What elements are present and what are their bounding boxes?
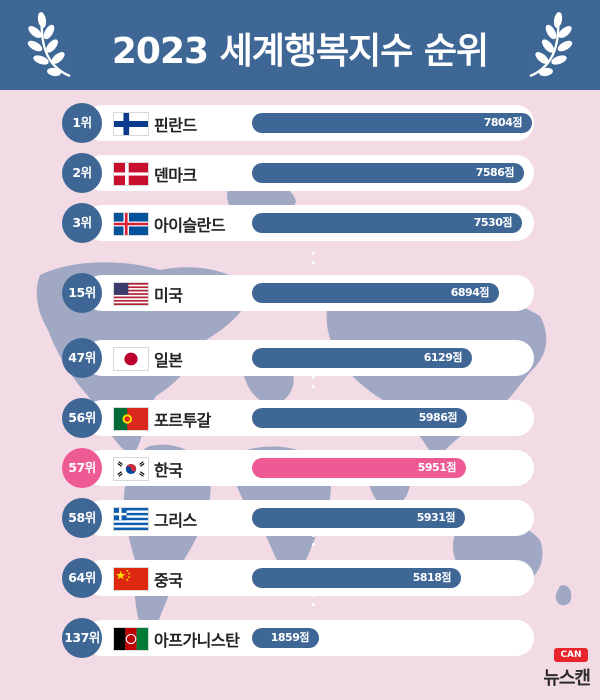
country-name: 아프가니스탄 [154, 631, 240, 650]
rank-badge: 3위 [62, 203, 102, 243]
bar-japan: 6129점 [252, 348, 472, 368]
page-title: 2023 세계행복지수 순위 [111, 31, 489, 72]
ranking-row: 15위 미국 6894점 [0, 273, 600, 313]
country-name: 아이슬란드 [154, 216, 226, 235]
country-name: 덴마크 [154, 166, 197, 185]
rank-badge: 15위 [62, 273, 102, 313]
rank-badge: 47위 [62, 338, 102, 378]
country-name: 일본 [154, 351, 183, 370]
country-name: 핀란드 [154, 116, 197, 135]
bar-value-label: 7804점 [483, 116, 523, 129]
rank-badge: 64위 [62, 558, 102, 598]
japan-flag-icon [113, 347, 149, 371]
bar-value-label: 5986점 [418, 411, 458, 424]
bar-value-label: 6129점 [423, 351, 463, 364]
bar-afghanistan: 1859점 [252, 628, 319, 648]
header-banner: 2023 세계행복지수 순위 [0, 0, 600, 90]
ranking-row: 3위 아이슬란드 7530점 [0, 203, 600, 243]
bar-greece: 5931점 [252, 508, 465, 528]
portugal-flag-icon [113, 407, 149, 431]
bar-korea: 5951점 [252, 458, 466, 478]
ellipsis-dots [312, 376, 316, 394]
country-name: 중국 [154, 571, 183, 590]
usa-flag-icon [113, 282, 149, 306]
bar-value-label: 6894점 [450, 286, 490, 299]
country-name: 포르투갈 [154, 411, 211, 430]
laurel-wreath-icon [27, 12, 71, 78]
ellipsis-dots [312, 594, 316, 612]
ranking-row: 1위 핀란드 7804점 [0, 103, 600, 143]
bar-value-label: 7586점 [475, 166, 515, 179]
laurel-wreath-icon [529, 12, 573, 78]
ranking-row: 56위 포르투갈 5986점 [0, 398, 600, 438]
ranking-row: 2위 덴마크 7586점 [0, 153, 600, 193]
bar-denmark: 7586점 [252, 163, 524, 183]
denmark-flag-icon [113, 162, 149, 186]
bar-usa: 6894점 [252, 283, 499, 303]
bar-value-label: 5818점 [412, 571, 452, 584]
bar-value-label: 5931점 [416, 511, 456, 524]
rank-badge: 137위 [62, 618, 102, 658]
bar-iceland: 7530점 [252, 213, 522, 233]
ranking-row: 57위 한국 5951점 [0, 448, 600, 488]
bar-finland: 7804점 [252, 113, 532, 133]
country-name: 한국 [154, 461, 183, 480]
china-flag-icon [113, 567, 149, 591]
country-name: 미국 [154, 286, 183, 305]
greece-flag-icon [113, 507, 149, 531]
rank-badge: 2위 [62, 153, 102, 193]
logo-text: 뉴스캔 [543, 668, 591, 689]
logo-badge: CAN [554, 648, 588, 662]
newscan-logo: CAN 뉴스캔 [518, 648, 591, 692]
bar-value-label: 7530점 [473, 216, 513, 229]
bar-value-label: 5951점 [417, 461, 457, 474]
iceland-flag-icon [113, 212, 149, 236]
bar-china: 5818점 [252, 568, 461, 588]
country-name: 그리스 [154, 511, 197, 530]
rank-badge: 56위 [62, 398, 102, 438]
ellipsis-dots [312, 252, 316, 270]
afghanistan-flag-icon [113, 627, 149, 651]
ranking-row: 47위 일본 6129점 [0, 338, 600, 378]
korea-flag-icon [113, 457, 149, 481]
ranking-row: 137위 아프가니스탄 1859점 [0, 618, 600, 658]
ranking-row: 64위 중국 5818점 [0, 558, 600, 598]
ranking-row: 58위 그리스 5931점 [0, 498, 600, 538]
finland-flag-icon [113, 112, 149, 136]
rank-badge: 57위 [62, 448, 102, 488]
rank-badge: 58위 [62, 498, 102, 538]
ellipsis-dots [312, 534, 316, 552]
rank-badge: 1위 [62, 103, 102, 143]
bar-value-label: 1859점 [270, 631, 310, 644]
bar-portugal: 5986점 [252, 408, 467, 428]
